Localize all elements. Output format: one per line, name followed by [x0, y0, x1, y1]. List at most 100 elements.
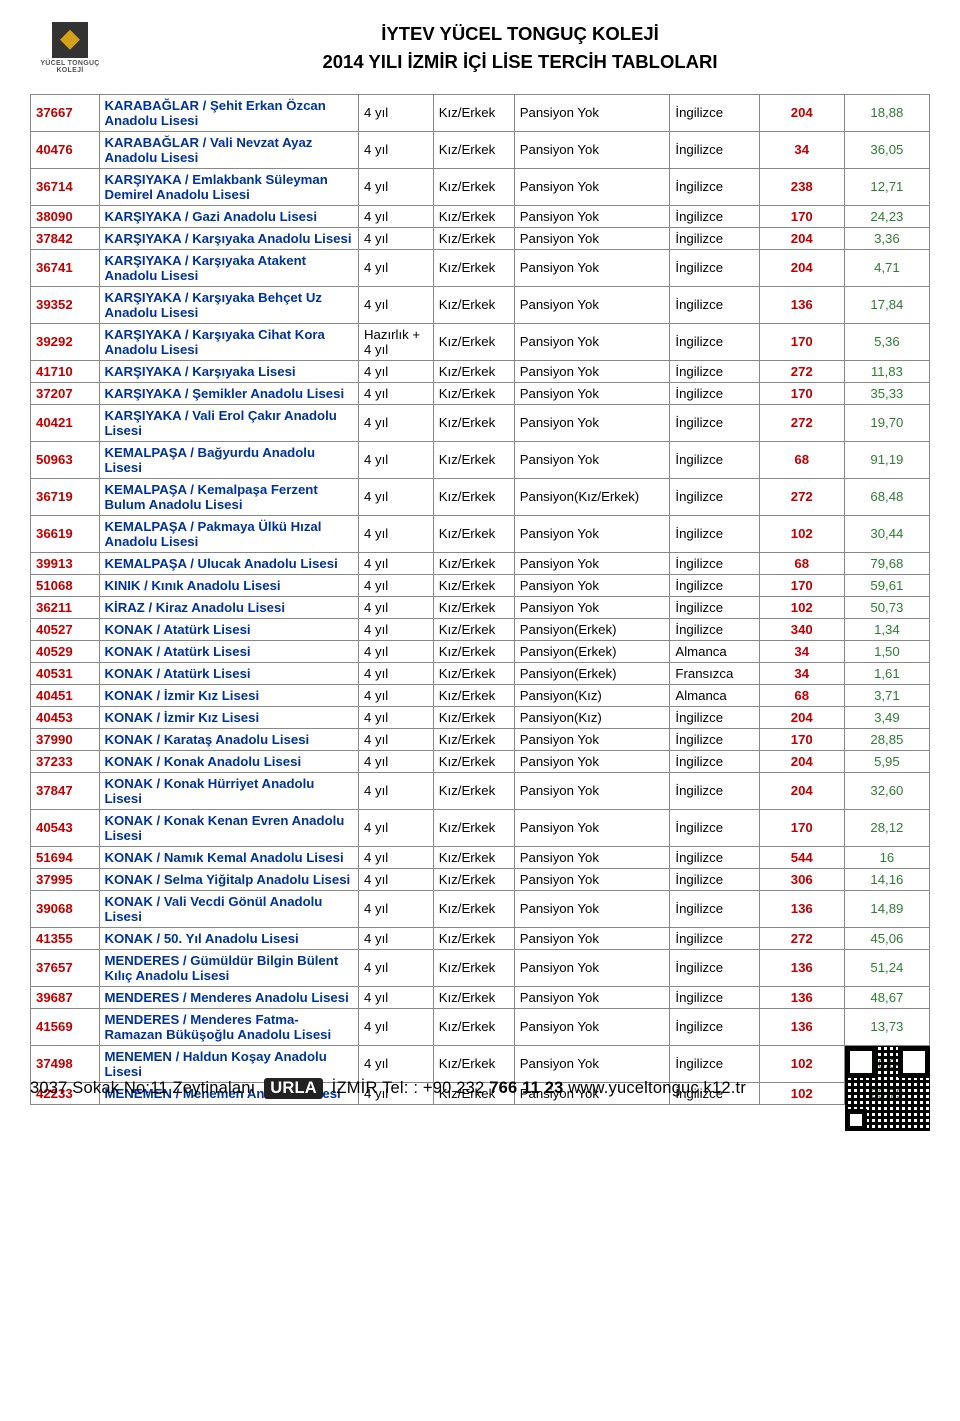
cell-gender: Kız/Erkek	[433, 986, 514, 1008]
cell-duration: 4 yıl	[359, 131, 434, 168]
cell-gender: Kız/Erkek	[433, 949, 514, 986]
cell-pct: 13,73	[844, 1008, 929, 1045]
cell-pct: 1,34	[844, 618, 929, 640]
cell-duration: 4 yıl	[359, 515, 434, 552]
cell-language: İngilizce	[670, 205, 759, 227]
cell-name: KARŞIYAKA / Emlakbank Süleyman Demirel A…	[99, 168, 359, 205]
cell-language: Almanca	[670, 684, 759, 706]
cell-pct: 5,36	[844, 323, 929, 360]
cell-code: 39068	[31, 890, 100, 927]
table-row: 37990KONAK / Karataş Anadolu Lisesi4 yıl…	[31, 728, 930, 750]
cell-gender: Kız/Erkek	[433, 205, 514, 227]
cell-pansiyon: Pansiyon Yok	[514, 227, 670, 249]
cell-duration: 4 yıl	[359, 227, 434, 249]
cell-gender: Kız/Erkek	[433, 662, 514, 684]
table-row: 36714KARŞIYAKA / Emlakbank Süleyman Demi…	[31, 168, 930, 205]
cell-code: 40543	[31, 809, 100, 846]
table-row: 41569MENDERES / Menderes Fatma-Ramazan B…	[31, 1008, 930, 1045]
cell-pansiyon: Pansiyon Yok	[514, 515, 670, 552]
cell-pansiyon: Pansiyon(Kız/Erkek)	[514, 478, 670, 515]
cell-gender: Kız/Erkek	[433, 868, 514, 890]
cell-duration: 4 yıl	[359, 662, 434, 684]
cell-language: İngilizce	[670, 404, 759, 441]
cell-code: 37990	[31, 728, 100, 750]
cell-pct: 45,06	[844, 927, 929, 949]
cell-quota: 68	[759, 684, 844, 706]
cell-quota: 340	[759, 618, 844, 640]
cell-name: KONAK / 50. Yıl Anadolu Lisesi	[99, 927, 359, 949]
cell-pansiyon: Pansiyon Yok	[514, 809, 670, 846]
cell-pct: 4,71	[844, 249, 929, 286]
cell-language: İngilizce	[670, 286, 759, 323]
cell-gender: Kız/Erkek	[433, 441, 514, 478]
cell-quota: 34	[759, 640, 844, 662]
table-row: 40421KARŞIYAKA / Vali Erol Çakır Anadolu…	[31, 404, 930, 441]
cell-quota: 272	[759, 404, 844, 441]
table-row: 36741KARŞIYAKA / Karşıyaka Atakent Anado…	[31, 249, 930, 286]
cell-quota: 204	[759, 706, 844, 728]
table-row: 37995KONAK / Selma Yiğitalp Anadolu Lise…	[31, 868, 930, 890]
cell-code: 39913	[31, 552, 100, 574]
title-line-1: İYTEV YÜCEL TONGUÇ KOLEJİ	[110, 20, 930, 48]
cell-pct: 91,19	[844, 441, 929, 478]
cell-pansiyon: Pansiyon Yok	[514, 94, 670, 131]
cell-duration: 4 yıl	[359, 868, 434, 890]
table-row: 40476KARABAĞLAR / Vali Nevzat Ayaz Anado…	[31, 131, 930, 168]
cell-quota: 136	[759, 286, 844, 323]
cell-quota: 170	[759, 809, 844, 846]
cell-duration: 4 yıl	[359, 986, 434, 1008]
cell-code: 39687	[31, 986, 100, 1008]
cell-gender: Kız/Erkek	[433, 515, 514, 552]
cell-name: KONAK / Vali Vecdi Gönül Anadolu Lisesi	[99, 890, 359, 927]
cell-pct: 1,50	[844, 640, 929, 662]
table-row: 36619KEMALPAŞA / Pakmaya Ülkü Hızal Anad…	[31, 515, 930, 552]
cell-language: Almanca	[670, 640, 759, 662]
table-row: 39292KARŞIYAKA / Karşıyaka Cihat Kora An…	[31, 323, 930, 360]
cell-pct: 28,85	[844, 728, 929, 750]
cell-name: KONAK / Namık Kemal Anadolu Lisesi	[99, 846, 359, 868]
cell-pct: 16	[844, 846, 929, 868]
cell-duration: 4 yıl	[359, 478, 434, 515]
cell-duration: 4 yıl	[359, 890, 434, 927]
cell-name: MENDERES / Menderes Anadolu Lisesi	[99, 986, 359, 1008]
cell-gender: Kız/Erkek	[433, 131, 514, 168]
cell-name: MENDERES / Gümüldür Bilgin Bülent Kılıç …	[99, 949, 359, 986]
cell-quota: 272	[759, 927, 844, 949]
cell-pansiyon: Pansiyon Yok	[514, 131, 670, 168]
cell-pansiyon: Pansiyon Yok	[514, 441, 670, 478]
cell-language: İngilizce	[670, 750, 759, 772]
cell-code: 41355	[31, 927, 100, 949]
cell-name: KEMALPAŞA / Pakmaya Ülkü Hızal Anadolu L…	[99, 515, 359, 552]
cell-gender: Kız/Erkek	[433, 404, 514, 441]
cell-pansiyon: Pansiyon Yok	[514, 846, 670, 868]
cell-pct: 24,23	[844, 205, 929, 227]
cell-language: İngilizce	[670, 986, 759, 1008]
cell-quota: 102	[759, 515, 844, 552]
cell-pansiyon: Pansiyon Yok	[514, 890, 670, 927]
cell-duration: 4 yıl	[359, 249, 434, 286]
cell-language: İngilizce	[670, 168, 759, 205]
cell-pansiyon: Pansiyon Yok	[514, 404, 670, 441]
cell-duration: 4 yıl	[359, 706, 434, 728]
cell-gender: Kız/Erkek	[433, 750, 514, 772]
cell-name: KARŞIYAKA / Vali Erol Çakır Anadolu Lise…	[99, 404, 359, 441]
cell-gender: Kız/Erkek	[433, 846, 514, 868]
cell-quota: 170	[759, 728, 844, 750]
cell-pansiyon: Pansiyon Yok	[514, 323, 670, 360]
cell-code: 36741	[31, 249, 100, 286]
cell-duration: 4 yıl	[359, 360, 434, 382]
cell-gender: Kız/Erkek	[433, 706, 514, 728]
cell-language: İngilizce	[670, 227, 759, 249]
cell-duration: 4 yıl	[359, 382, 434, 404]
school-logo: YÜCEL TONGUÇ KOLEJİ	[30, 22, 110, 74]
cell-pansiyon: Pansiyon Yok	[514, 949, 670, 986]
table-row: 39068KONAK / Vali Vecdi Gönül Anadolu Li…	[31, 890, 930, 927]
cell-pct: 19,70	[844, 404, 929, 441]
cell-code: 37233	[31, 750, 100, 772]
cell-pct: 36,05	[844, 131, 929, 168]
cell-duration: 4 yıl	[359, 809, 434, 846]
cell-pansiyon: Pansiyon Yok	[514, 382, 670, 404]
cell-duration: 4 yıl	[359, 927, 434, 949]
cell-quota: 204	[759, 227, 844, 249]
table-row: 40451KONAK / İzmir Kız Lisesi4 yılKız/Er…	[31, 684, 930, 706]
